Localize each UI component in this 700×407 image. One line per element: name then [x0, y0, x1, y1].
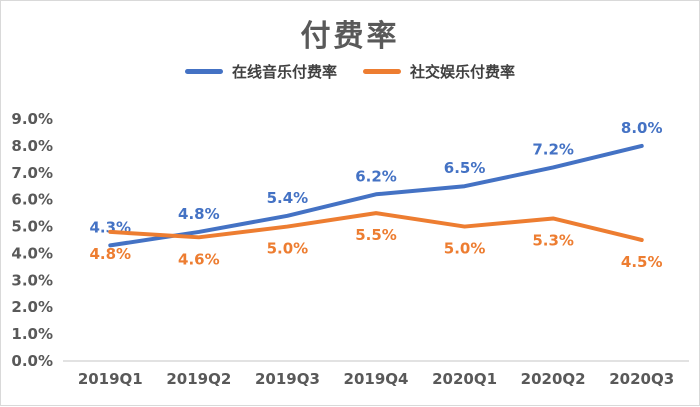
y-axis-tick-label: 5.0% — [11, 218, 53, 236]
data-label-online-music: 6.2% — [355, 167, 397, 185]
data-label-social-entertainment: 5.3% — [532, 231, 574, 249]
x-axis-tick-label: 2019Q1 — [78, 370, 143, 388]
legend-item-social-entertainment: 社交娱乐付费率 — [363, 61, 515, 82]
y-axis-tick-label: 9.0% — [11, 110, 53, 128]
y-axis-tick-label: 3.0% — [11, 271, 53, 289]
x-axis-tick-label: 2019Q4 — [344, 370, 409, 388]
data-label-social-entertainment: 5.0% — [444, 240, 486, 258]
x-axis-tick-label: 2019Q3 — [255, 370, 320, 388]
data-label-online-music: 7.2% — [532, 140, 574, 158]
y-axis-tick-label: 7.0% — [11, 164, 53, 182]
y-axis-tick-label: 4.0% — [11, 244, 53, 262]
data-label-online-music: 6.5% — [444, 159, 486, 177]
data-label-online-music: 4.8% — [178, 205, 220, 223]
chart-title: 付费率 — [300, 19, 400, 54]
data-label-online-music: 5.4% — [267, 189, 309, 207]
legend-line-swatch-orange-icon — [363, 69, 401, 74]
legend-item-online-music: 在线音乐付费率 — [184, 61, 337, 82]
y-axis-tick-label: 6.0% — [11, 191, 53, 209]
data-label-online-music: 8.0% — [621, 119, 663, 137]
data-label-social-entertainment: 5.5% — [355, 226, 397, 244]
data-label-social-entertainment: 4.8% — [89, 245, 131, 263]
x-axis-tick-label: 2020Q2 — [521, 370, 586, 388]
x-axis-tick-label: 2020Q3 — [609, 370, 674, 388]
data-label-social-entertainment: 4.6% — [178, 250, 220, 268]
y-axis-tick-label: 0.0% — [11, 352, 53, 370]
legend-label-social-entertainment: 社交娱乐付费率 — [410, 63, 516, 81]
series-line-online-music — [108, 143, 644, 248]
y-axis-tick-label: 1.0% — [11, 325, 53, 343]
x-axis-tick-label: 2020Q1 — [432, 370, 497, 388]
legend-label-online-music: 在线音乐付费率 — [231, 63, 337, 81]
data-label-social-entertainment: 4.5% — [621, 253, 663, 271]
legend-line-swatch-blue-icon — [184, 69, 223, 74]
x-axis-tick-label: 2019Q2 — [166, 370, 231, 388]
y-axis-tick-label: 8.0% — [11, 137, 53, 155]
y-axis-tick-label: 2.0% — [11, 298, 53, 316]
data-label-social-entertainment: 5.0% — [267, 240, 309, 258]
chart-legend: 在线音乐付费率 社交娱乐付费率 — [1, 61, 699, 82]
series-line-social-entertainment — [108, 211, 644, 242]
